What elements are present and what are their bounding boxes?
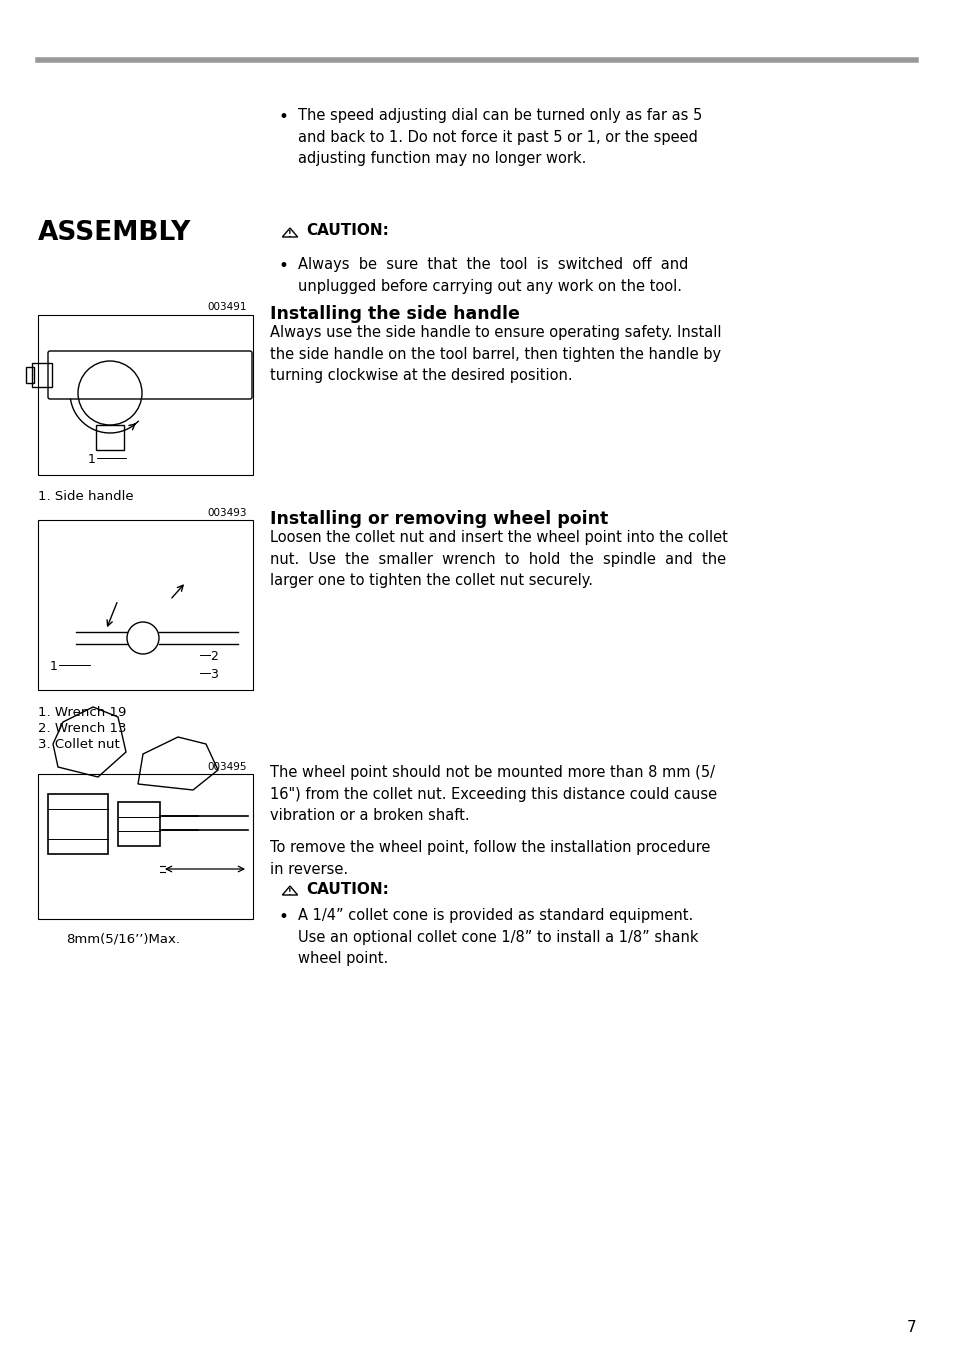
Text: The speed adjusting dial can be turned only as far as 5
and back to 1. Do not fo: The speed adjusting dial can be turned o…: [297, 108, 701, 166]
Text: 3: 3: [210, 668, 217, 681]
Circle shape: [127, 622, 159, 654]
Text: 003495: 003495: [207, 763, 246, 772]
Text: CAUTION:: CAUTION:: [306, 882, 389, 896]
Bar: [118, 802, 160, 846]
Text: To remove the wheel point, follow the installation procedure
in reverse.: To remove the wheel point, follow the in…: [270, 840, 710, 876]
Text: 1. Side handle: 1. Side handle: [38, 489, 133, 503]
Text: ASSEMBLY: ASSEMBLY: [38, 220, 192, 246]
Bar: [38, 773, 253, 919]
Text: 3. Collet nut: 3. Collet nut: [38, 738, 120, 750]
Text: 2: 2: [210, 650, 217, 662]
Bar: [38, 315, 253, 475]
Text: 8mm(5/16’’)Max.: 8mm(5/16’’)Max.: [66, 932, 180, 945]
Text: 7: 7: [905, 1320, 915, 1334]
Bar: [32, 362, 52, 387]
Text: A 1/4” collet cone is provided as standard equipment.
Use an optional collet con: A 1/4” collet cone is provided as standa…: [297, 909, 698, 967]
Text: 1: 1: [88, 453, 95, 466]
Text: 003491: 003491: [207, 301, 246, 312]
Text: The wheel point should not be mounted more than 8 mm (5/
16") from the collet nu: The wheel point should not be mounted mo…: [270, 765, 717, 823]
Bar: [48, 794, 108, 854]
Text: •: •: [277, 909, 288, 926]
Text: 003493: 003493: [207, 508, 246, 518]
Text: 1. Wrench 19: 1. Wrench 19: [38, 706, 126, 719]
Text: Installing the side handle: Installing the side handle: [270, 306, 519, 323]
Text: !: !: [288, 888, 292, 896]
Text: Always  be  sure  that  the  tool  is  switched  off  and
unplugged before carry: Always be sure that the tool is switched…: [297, 257, 688, 293]
Text: 2. Wrench 13: 2. Wrench 13: [38, 722, 127, 735]
Text: CAUTION:: CAUTION:: [306, 223, 389, 238]
Text: !: !: [288, 230, 292, 239]
Text: Always use the side handle to ensure operating safety. Install
the side handle o: Always use the side handle to ensure ope…: [270, 324, 720, 383]
Text: •: •: [277, 257, 288, 274]
Text: 1: 1: [50, 660, 58, 673]
Text: Loosen the collet nut and insert the wheel point into the collet
nut.  Use  the : Loosen the collet nut and insert the whe…: [270, 530, 727, 588]
Bar: [96, 425, 124, 450]
Text: Installing or removing wheel point: Installing or removing wheel point: [270, 510, 608, 529]
Text: •: •: [277, 108, 288, 126]
Bar: [38, 521, 253, 690]
Bar: [26, 366, 34, 383]
